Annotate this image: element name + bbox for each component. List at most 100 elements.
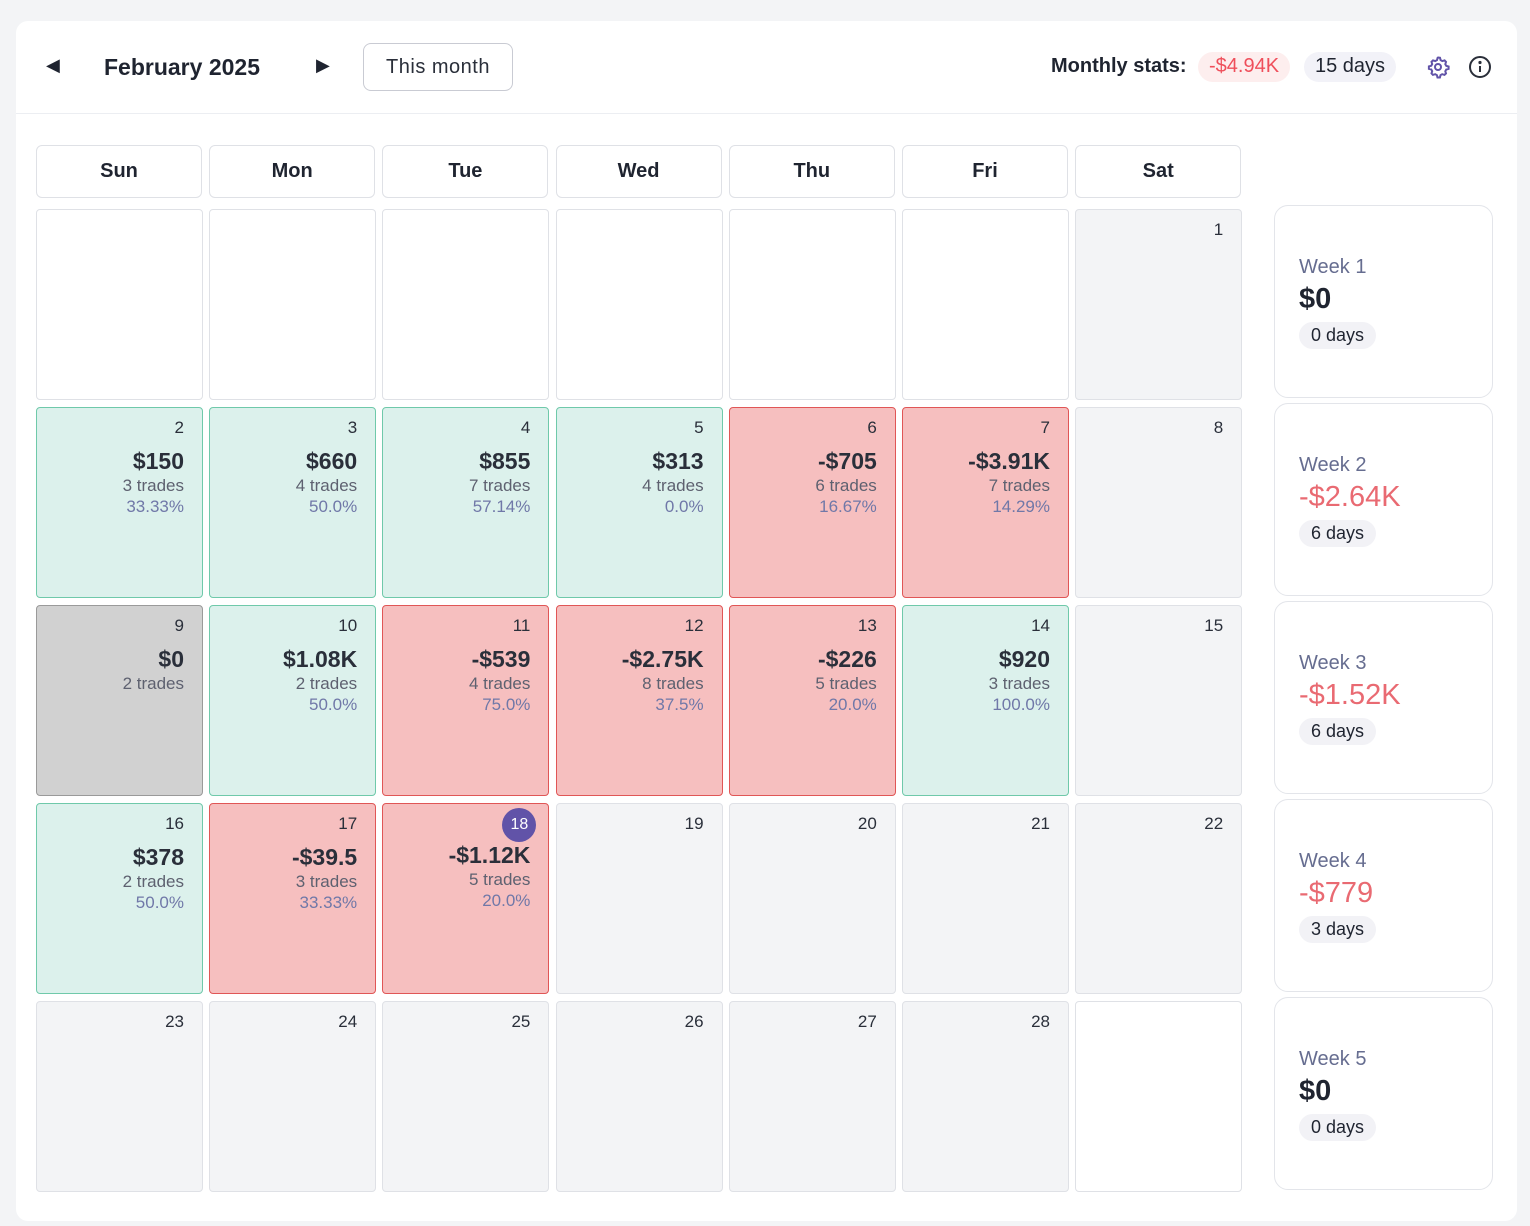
day-win-rate: 57.14% xyxy=(472,497,531,516)
day-cell[interactable]: 1 xyxy=(1075,209,1243,400)
day-trade-count: 7 trades xyxy=(988,476,1050,495)
day-trade-count: 4 trades xyxy=(468,674,531,693)
day-number: 24 xyxy=(338,1012,358,1031)
day-cell[interactable]: 22 xyxy=(1075,803,1243,994)
day-cell[interactable]: 6 -$705 6 trades 16.67% xyxy=(728,407,896,598)
day-trade-count: 4 trades xyxy=(642,476,704,495)
prev-month-button[interactable]: ◀ xyxy=(46,55,60,75)
day-cell[interactable]: 10 $1.08K 2 trades 50.0% xyxy=(209,605,377,796)
info-icon[interactable] xyxy=(1468,55,1492,79)
gear-icon[interactable] xyxy=(1426,55,1450,79)
day-cell[interactable]: 5 $313 4 trades 0.0% xyxy=(555,407,723,598)
day-cell[interactable]: 17 -$39.5 3 trades 33.33% xyxy=(209,803,377,994)
day-cell[interactable]: 21 xyxy=(902,803,1069,994)
day-number: 7 xyxy=(1040,418,1050,437)
day-pnl: -$705 xyxy=(817,448,877,474)
day-number: 11 xyxy=(512,616,531,635)
week-summary-card: Week 5 $0 0 days xyxy=(1274,997,1493,1190)
day-cell[interactable]: 20 xyxy=(728,803,896,994)
day-number: 28 xyxy=(1031,1012,1050,1031)
monthly-stats-label: Monthly stats: xyxy=(1051,55,1187,77)
day-cell[interactable]: 16 $378 2 trades 50.0% xyxy=(36,803,203,994)
day-win-rate: 33.33% xyxy=(299,893,358,912)
day-win-rate: 33.33% xyxy=(126,497,184,516)
day-pnl: $0 xyxy=(158,646,184,672)
day-cell[interactable]: 24 xyxy=(209,1001,377,1192)
week-pnl: -$2.64K xyxy=(1299,481,1401,513)
day-pnl: $660 xyxy=(306,448,358,474)
day-cell[interactable]: 12 -$2.75K 8 trades 37.5% xyxy=(555,605,723,796)
day-cell[interactable]: 8 xyxy=(1075,407,1243,598)
this-month-button[interactable]: This month xyxy=(363,43,513,91)
today-day-number: 18 xyxy=(502,808,537,842)
day-cell[interactable]: 14 $920 3 trades 100.0% xyxy=(902,605,1069,796)
day-trade-count: 3 trades xyxy=(988,674,1050,693)
week-days-badge: 3 days xyxy=(1299,916,1377,943)
empty-cell xyxy=(902,209,1069,400)
day-cell[interactable]: 27 xyxy=(728,1001,896,1192)
day-win-rate: 50.0% xyxy=(135,893,184,912)
day-win-rate: 50.0% xyxy=(308,695,358,714)
day-number: 8 xyxy=(1213,418,1224,437)
day-cell[interactable]: 23 xyxy=(36,1001,203,1192)
calendar-card: ◀ February 2025 ▶ This month Monthly sta… xyxy=(16,21,1517,1221)
day-number: 20 xyxy=(857,814,877,833)
day-cell[interactable]: 3 $660 4 trades 50.0% xyxy=(209,407,377,598)
day-cell[interactable]: 28 xyxy=(902,1001,1069,1192)
day-number: 3 xyxy=(347,418,358,437)
day-pnl: $150 xyxy=(132,448,184,474)
day-number: 14 xyxy=(1031,616,1050,635)
day-cell[interactable]: 19 xyxy=(555,803,723,994)
day-cell[interactable]: 4 $855 7 trades 57.14% xyxy=(382,407,550,598)
day-trade-count: 7 trades xyxy=(468,476,531,495)
day-cell[interactable]: 11 -$539 4 trades 75.0% xyxy=(382,605,550,796)
day-number: 15 xyxy=(1204,616,1224,635)
week-summary-card: Week 4 -$779 3 days xyxy=(1274,799,1493,992)
day-cell[interactable]: 7 -$3.91K 7 trades 14.29% xyxy=(902,407,1069,598)
calendar-toolbar: ◀ February 2025 ▶ This month Monthly sta… xyxy=(16,21,1517,114)
day-number: 2 xyxy=(174,418,184,437)
day-number: 10 xyxy=(338,616,358,635)
day-number: 26 xyxy=(684,1012,704,1031)
day-cell[interactable]: 26 xyxy=(555,1001,723,1192)
day-cell[interactable]: 18 -$1.12K 5 trades 20.0% xyxy=(382,803,550,994)
week-label: Week 2 xyxy=(1299,454,1367,476)
day-trade-count: 5 trades xyxy=(468,870,531,889)
day-pnl: $378 xyxy=(132,844,184,870)
day-pnl: -$3.91K xyxy=(968,448,1050,474)
day-pnl: -$1.12K xyxy=(448,842,531,868)
week-label: Week 4 xyxy=(1299,850,1367,872)
day-cell[interactable]: 2 $150 3 trades 33.33% xyxy=(36,407,203,598)
empty-cell xyxy=(382,209,550,400)
day-cell[interactable]: 25 xyxy=(382,1001,550,1192)
day-trade-count: 8 trades xyxy=(642,674,704,693)
day-win-rate: 14.29% xyxy=(992,497,1050,516)
day-win-rate: 20.0% xyxy=(828,695,877,714)
day-trade-count: 2 trades xyxy=(122,872,184,891)
next-month-button[interactable]: ▶ xyxy=(316,55,330,75)
day-trade-count: 2 trades xyxy=(295,674,358,693)
day-trade-count: 2 trades xyxy=(122,674,184,693)
empty-cell xyxy=(36,209,203,400)
week-pnl: $0 xyxy=(1299,283,1332,315)
day-number: 1 xyxy=(1213,220,1224,239)
day-win-rate: 0.0% xyxy=(664,497,704,516)
week-pnl: -$779 xyxy=(1299,877,1374,909)
day-cell[interactable]: 15 xyxy=(1075,605,1243,796)
week-summary-card: Week 1 $0 0 days xyxy=(1274,205,1493,398)
week-days-badge: 6 days xyxy=(1299,520,1377,547)
day-win-rate: 37.5% xyxy=(655,695,704,714)
day-pnl: $920 xyxy=(998,646,1050,672)
week-days-badge: 0 days xyxy=(1299,322,1377,349)
week-label: Week 3 xyxy=(1299,652,1367,674)
day-number: 9 xyxy=(174,616,184,635)
day-number: 16 xyxy=(165,814,184,833)
week-pnl: $0 xyxy=(1299,1075,1332,1107)
day-number: 19 xyxy=(684,814,704,833)
day-cell[interactable]: 9 $0 2 trades xyxy=(36,605,203,796)
day-number: 5 xyxy=(694,418,704,437)
day-number: 13 xyxy=(857,616,877,635)
day-trade-count: 4 trades xyxy=(295,476,358,495)
week-days-badge: 0 days xyxy=(1299,1114,1377,1141)
day-cell[interactable]: 13 -$226 5 trades 20.0% xyxy=(728,605,896,796)
